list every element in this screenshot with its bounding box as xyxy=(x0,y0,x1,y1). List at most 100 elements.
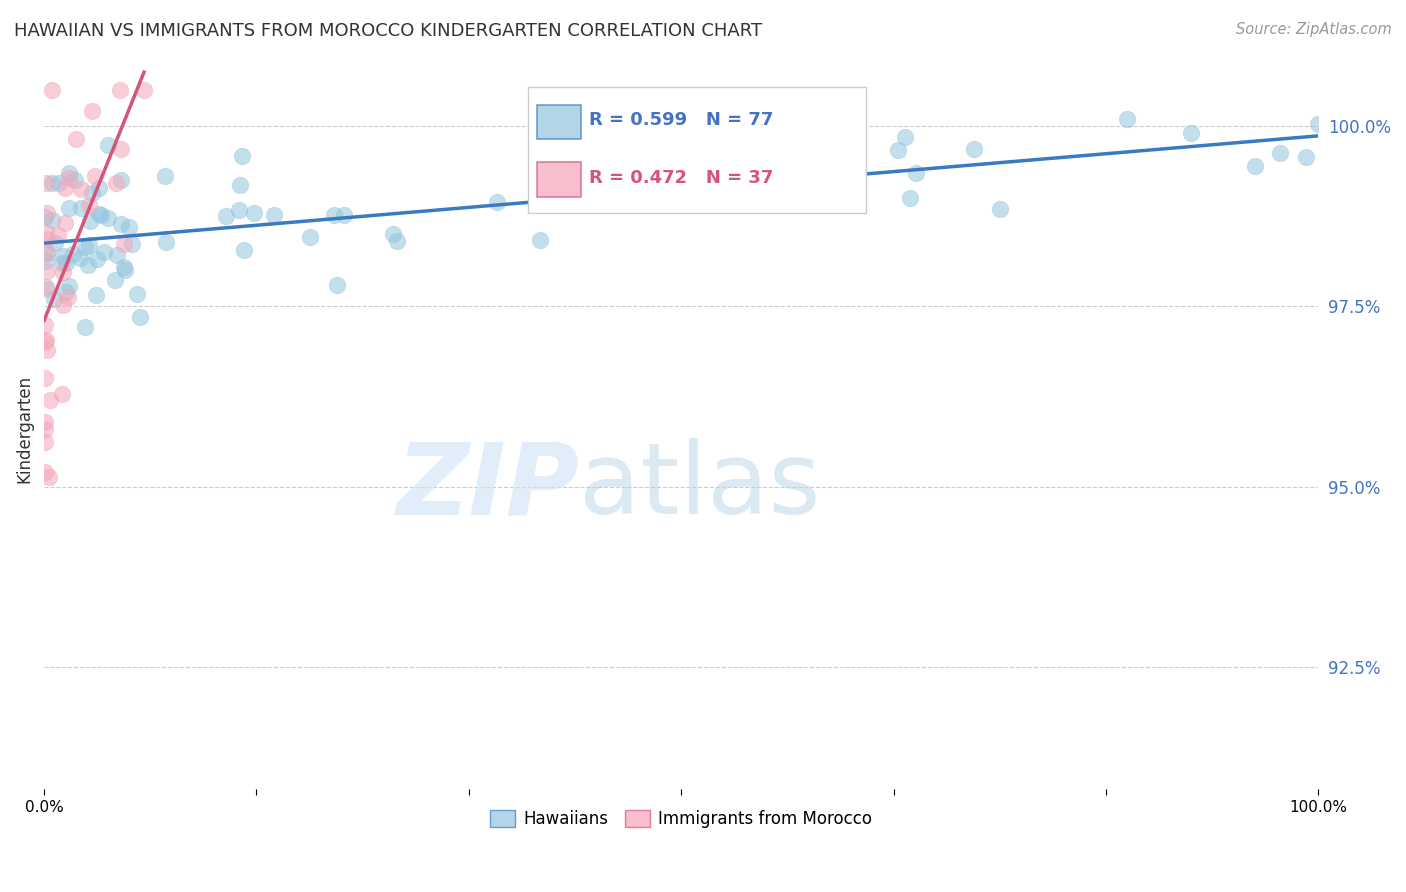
Point xyxy=(382,227,405,241)
Point xyxy=(58,279,80,293)
Point xyxy=(229,178,252,193)
Point xyxy=(58,171,80,186)
Point xyxy=(155,169,177,183)
Point xyxy=(41,176,63,190)
FancyBboxPatch shape xyxy=(537,162,581,197)
Point xyxy=(893,130,915,145)
Point xyxy=(112,260,135,274)
Point xyxy=(44,235,66,250)
Point xyxy=(35,282,58,296)
Point xyxy=(41,83,63,97)
Point xyxy=(37,205,59,219)
Point xyxy=(35,245,58,260)
Point xyxy=(110,172,132,186)
Text: R = 0.599   N = 77: R = 0.599 N = 77 xyxy=(589,112,773,129)
FancyBboxPatch shape xyxy=(537,104,581,139)
Point xyxy=(35,176,58,190)
Point xyxy=(110,142,132,156)
Point xyxy=(69,252,91,266)
Point xyxy=(51,256,73,270)
Point xyxy=(58,201,80,215)
Point xyxy=(55,256,77,270)
Point xyxy=(34,415,56,429)
Point xyxy=(65,132,87,146)
Point xyxy=(90,208,112,222)
Point xyxy=(77,198,100,212)
Point xyxy=(35,253,58,268)
Point xyxy=(34,210,56,224)
Point xyxy=(298,230,321,244)
Point xyxy=(104,177,127,191)
Point xyxy=(322,208,344,222)
Point xyxy=(34,371,56,385)
Point xyxy=(114,263,136,277)
Text: HAWAIIAN VS IMMIGRANTS FROM MOROCCO KINDERGARTEN CORRELATION CHART: HAWAIIAN VS IMMIGRANTS FROM MOROCCO KIND… xyxy=(14,22,762,40)
Point xyxy=(110,217,132,231)
Point xyxy=(1243,159,1265,173)
Point xyxy=(93,244,115,259)
Point xyxy=(69,182,91,196)
Point xyxy=(79,238,101,252)
Point xyxy=(73,320,96,334)
Legend: Hawaiians, Immigrants from Morocco: Hawaiians, Immigrants from Morocco xyxy=(484,804,879,835)
Point xyxy=(84,288,107,302)
Point xyxy=(97,211,120,226)
Point xyxy=(231,149,253,163)
Point xyxy=(963,142,986,156)
Point xyxy=(228,202,250,217)
Point xyxy=(34,434,56,449)
Point xyxy=(53,181,76,195)
Point xyxy=(35,232,58,246)
Point xyxy=(1308,117,1330,131)
Point xyxy=(55,285,77,299)
Point xyxy=(105,248,128,262)
Point xyxy=(46,228,69,243)
Text: ZIP: ZIP xyxy=(396,438,579,535)
Point xyxy=(41,212,63,227)
Point xyxy=(97,138,120,153)
Point xyxy=(52,264,75,278)
Point xyxy=(35,343,58,357)
Point xyxy=(333,208,356,222)
Point xyxy=(79,214,101,228)
Point xyxy=(39,392,62,407)
Point xyxy=(38,470,60,484)
Point xyxy=(900,191,922,205)
Point xyxy=(84,169,107,184)
Point xyxy=(132,83,155,97)
Point xyxy=(1180,126,1202,140)
Point xyxy=(1268,145,1291,160)
Point xyxy=(77,258,100,272)
Point xyxy=(652,185,675,199)
Point xyxy=(118,219,141,234)
Point xyxy=(34,465,56,479)
Point xyxy=(155,235,177,249)
Point xyxy=(35,226,58,240)
Point xyxy=(52,249,75,263)
Point xyxy=(104,272,127,286)
Point xyxy=(89,207,111,221)
Text: atlas: atlas xyxy=(579,438,821,535)
Point xyxy=(35,280,58,294)
Point xyxy=(263,208,285,222)
Point xyxy=(86,252,108,266)
Point xyxy=(87,180,110,194)
Text: R = 0.472   N = 37: R = 0.472 N = 37 xyxy=(589,169,773,187)
Point xyxy=(742,112,765,126)
Point xyxy=(34,333,56,347)
Point xyxy=(751,195,773,210)
Point xyxy=(73,240,96,254)
Point xyxy=(82,186,104,200)
Point xyxy=(529,234,551,248)
Point xyxy=(58,166,80,180)
Point xyxy=(121,237,143,252)
Point xyxy=(51,386,73,401)
Point xyxy=(62,247,84,261)
Point xyxy=(692,154,714,169)
Point xyxy=(243,206,266,220)
Point xyxy=(35,263,58,277)
Point xyxy=(128,310,150,324)
Point xyxy=(56,289,79,303)
Point xyxy=(904,166,927,180)
Point xyxy=(108,83,131,97)
